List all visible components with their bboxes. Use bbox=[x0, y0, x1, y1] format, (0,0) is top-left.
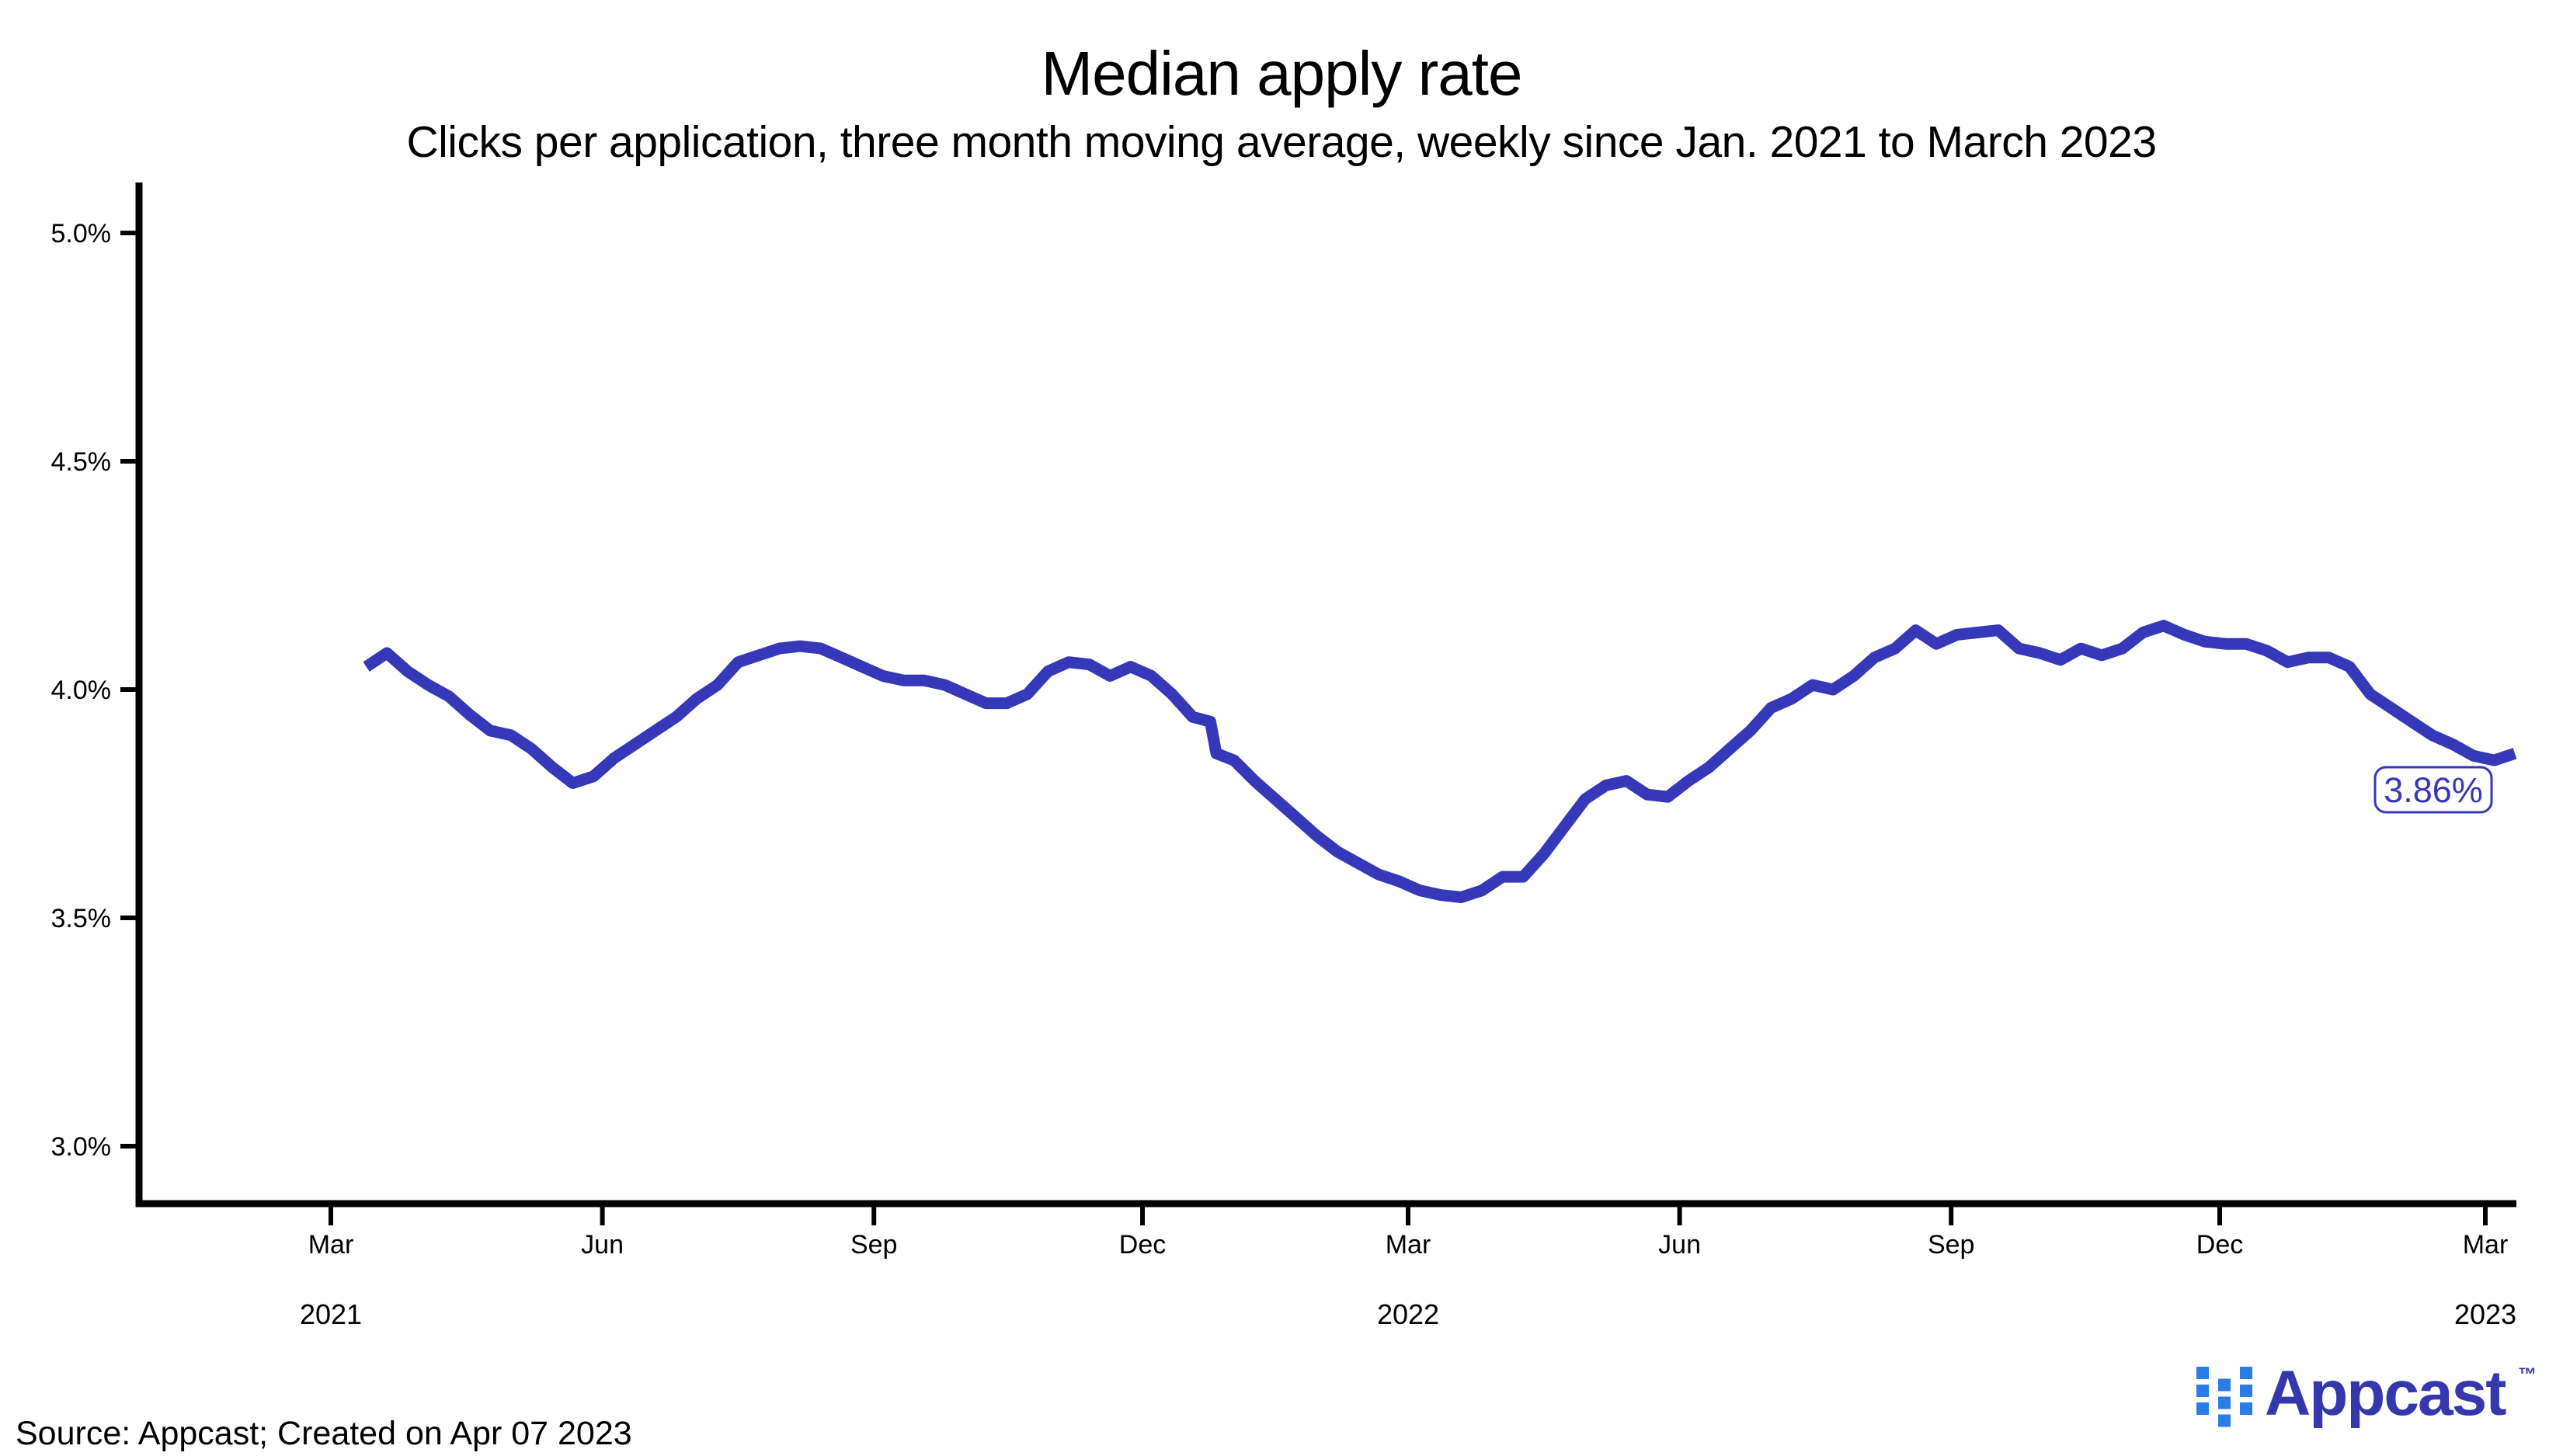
y-axis-ticks: 5.0% 4.5% 4.0% 3.5% 3.0% bbox=[51, 219, 136, 1162]
x-axis-ticks: Mar Jun Sep Dec Mar Jun Sep Dec Mar bbox=[308, 1207, 2509, 1260]
y-tick-label: 3.5% bbox=[51, 904, 112, 933]
source-note: Source: Appcast; Created on Apr 07 2023 bbox=[16, 1415, 632, 1452]
y-tick-label: 4.5% bbox=[51, 447, 112, 477]
x-tick-label: Sep bbox=[1928, 1230, 1975, 1260]
end-value-label-box bbox=[2373, 766, 2493, 814]
apply-rate-line bbox=[363, 620, 2517, 903]
logo-square bbox=[2196, 1402, 2209, 1415]
y-tick-label: 3.0% bbox=[51, 1132, 112, 1162]
logo-square bbox=[2218, 1396, 2231, 1409]
chart-subtitle: Clicks per application, three month movi… bbox=[406, 117, 2156, 167]
end-value-label: 3.86% bbox=[2373, 766, 2493, 814]
logo-square bbox=[2218, 1378, 2231, 1392]
x-tick-label: Sep bbox=[850, 1230, 898, 1260]
x-axis-year-label: 2023 bbox=[2454, 1298, 2516, 1330]
x-axis-year-labels: 2021 2022 2023 bbox=[300, 1298, 2516, 1330]
x-tick-label: Dec bbox=[2196, 1230, 2243, 1260]
y-tick-label: 5.0% bbox=[51, 219, 112, 248]
x-axis-year-label: 2022 bbox=[1377, 1298, 1439, 1330]
logo-square bbox=[2196, 1367, 2209, 1379]
appcast-wordmark: Appcast bbox=[2265, 1358, 2506, 1429]
x-tick-label: Jun bbox=[1658, 1230, 1701, 1260]
x-axis-year-label: 2021 bbox=[300, 1298, 362, 1330]
appcast-logo: Appcast ™ bbox=[2196, 1358, 2537, 1429]
logo-square bbox=[2196, 1385, 2209, 1397]
x-tick-label: Mar bbox=[308, 1230, 354, 1260]
x-tick-label: Mar bbox=[2463, 1230, 2509, 1260]
appcast-logo-mark-icon bbox=[2196, 1367, 2252, 1427]
y-tick-label: 4.0% bbox=[51, 676, 112, 705]
logo-square bbox=[2240, 1402, 2252, 1415]
x-tick-label: Dec bbox=[1119, 1230, 1166, 1260]
logo-square bbox=[2240, 1367, 2252, 1379]
trademark-symbol: ™ bbox=[2518, 1364, 2537, 1385]
x-tick-label: Mar bbox=[1386, 1230, 1431, 1260]
logo-square bbox=[2240, 1385, 2252, 1397]
chart-title: Median apply rate bbox=[1042, 39, 1522, 108]
end-value-label-text: 3.86% bbox=[2384, 770, 2483, 810]
x-tick-label: Jun bbox=[581, 1230, 624, 1260]
logo-square bbox=[2218, 1414, 2231, 1427]
